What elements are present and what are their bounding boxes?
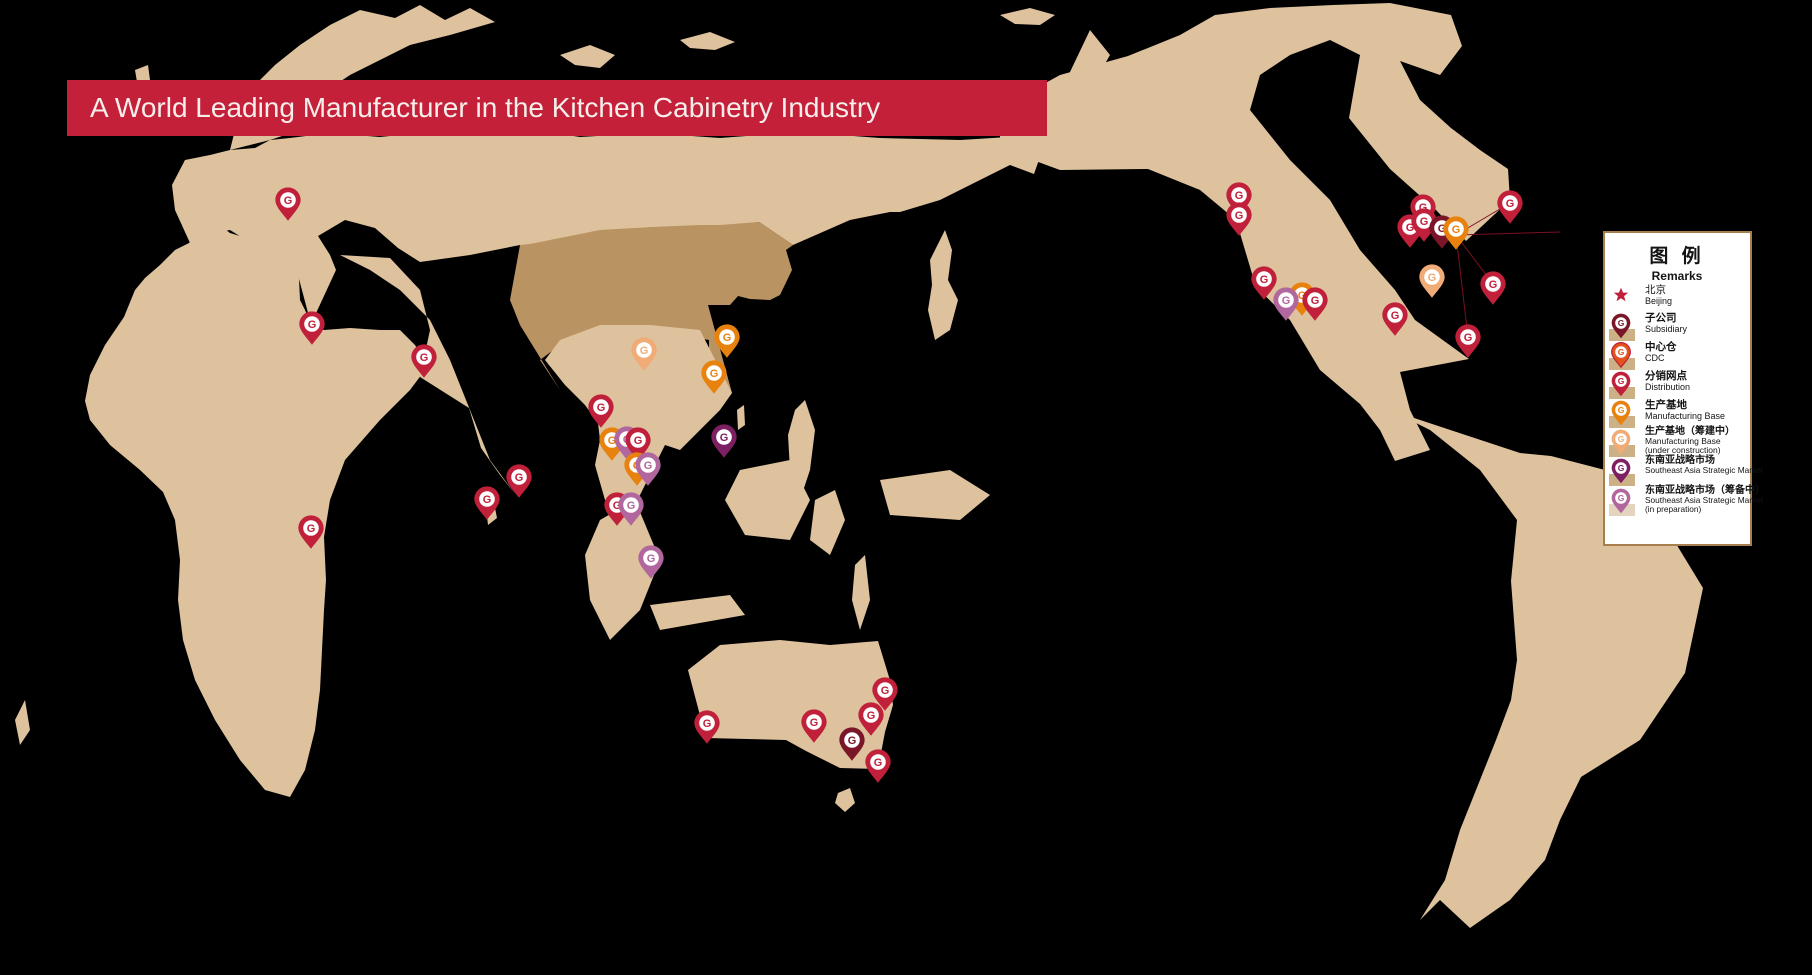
svg-text:G: G <box>710 368 719 380</box>
svg-text:G: G <box>848 735 857 747</box>
svg-text:G: G <box>640 345 649 357</box>
svg-text:北京: 北京 <box>1645 283 1666 296</box>
svg-text:CDC: CDC <box>1645 353 1665 363</box>
svg-text:G: G <box>1464 332 1473 344</box>
svg-text:G: G <box>1618 376 1625 386</box>
svg-text:(under construction): (under construction) <box>1645 445 1721 455</box>
svg-text:G: G <box>644 460 653 472</box>
svg-text:G: G <box>703 718 712 730</box>
svg-text:G: G <box>1618 434 1625 444</box>
svg-text:Remarks: Remarks <box>1652 269 1703 283</box>
svg-text:G: G <box>597 402 606 414</box>
svg-text:G: G <box>1428 272 1437 284</box>
svg-text:中心仓: 中心仓 <box>1645 340 1677 353</box>
svg-text:G: G <box>284 195 293 207</box>
svg-text:G: G <box>1391 310 1400 322</box>
svg-text:G: G <box>308 319 317 331</box>
svg-text:G: G <box>1489 279 1498 291</box>
svg-text:G: G <box>720 432 729 444</box>
svg-text:生产基地: 生产基地 <box>1645 398 1687 411</box>
svg-text:G: G <box>1260 274 1269 286</box>
svg-text:G: G <box>634 435 643 447</box>
svg-text:G: G <box>1235 210 1244 222</box>
svg-text:G: G <box>723 332 732 344</box>
svg-text:G: G <box>874 757 883 769</box>
svg-text:G: G <box>881 685 890 697</box>
svg-text:Distribution: Distribution <box>1645 382 1690 392</box>
svg-text:Manufacturing Base: Manufacturing Base <box>1645 411 1725 421</box>
svg-text:G: G <box>1618 493 1625 503</box>
svg-text:图 例: 图 例 <box>1649 244 1704 267</box>
svg-text:G: G <box>867 710 876 722</box>
svg-text:子公司: 子公司 <box>1645 312 1677 324</box>
svg-text:G: G <box>647 553 656 565</box>
svg-text:A World Leading Manufacturer i: A World Leading Manufacturer in the Kitc… <box>90 92 880 123</box>
svg-text:G: G <box>1618 405 1625 415</box>
svg-text:G: G <box>515 472 524 484</box>
svg-text:G: G <box>810 717 819 729</box>
svg-text:G: G <box>627 500 636 512</box>
svg-text:G: G <box>420 352 429 364</box>
svg-text:Subsidiary: Subsidiary <box>1645 324 1688 334</box>
svg-text:G: G <box>1420 216 1429 228</box>
svg-text:分销网点: 分销网点 <box>1645 369 1687 382</box>
svg-text:G: G <box>1506 198 1515 210</box>
svg-text:Beijing: Beijing <box>1645 296 1672 306</box>
svg-text:G: G <box>1282 295 1291 307</box>
svg-text:G: G <box>483 494 492 506</box>
svg-text:G: G <box>1618 347 1625 357</box>
svg-text:(in preparation): (in preparation) <box>1645 504 1702 514</box>
svg-text:Southeast Asia Strategic Marke: Southeast Asia Strategic Market <box>1645 465 1764 475</box>
svg-text:G: G <box>1235 190 1244 202</box>
svg-text:G: G <box>307 523 316 535</box>
svg-text:G: G <box>1618 463 1625 473</box>
svg-text:G: G <box>1311 295 1320 307</box>
svg-text:G: G <box>1452 224 1461 236</box>
svg-text:G: G <box>1618 318 1625 328</box>
